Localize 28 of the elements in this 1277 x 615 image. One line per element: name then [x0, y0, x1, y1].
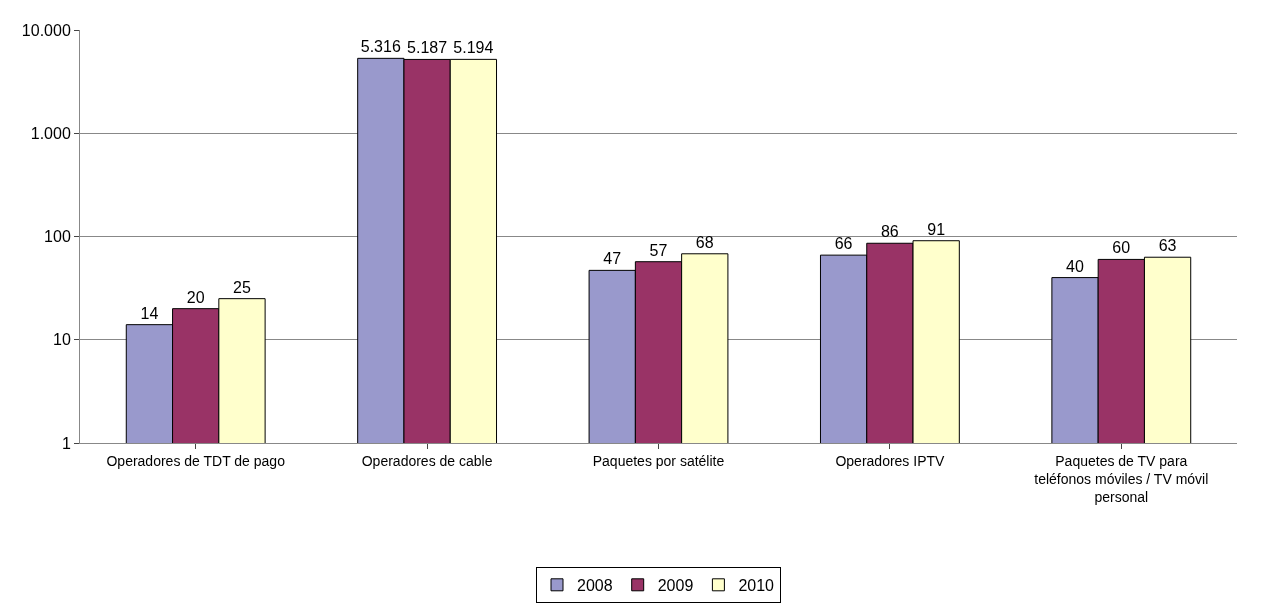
data-label: 5.194	[453, 39, 494, 57]
x-tick-label: Operadores de TDT de pago	[106, 452, 286, 469]
data-label: 63	[1158, 237, 1177, 255]
data-label: 14	[140, 304, 159, 322]
y-tick-label: 1	[61, 434, 71, 452]
data-label: 91	[927, 220, 946, 238]
data-label: 60	[1112, 239, 1131, 257]
legend-label: 2010	[738, 577, 775, 595]
x-tick-label: Operadores de cable	[361, 452, 493, 469]
y-tick-label: 1.000	[30, 124, 71, 142]
data-label: 25	[233, 278, 251, 296]
y-tick-label: 10	[53, 331, 71, 349]
data-label: 66	[834, 235, 853, 253]
data-label: 5.187	[407, 39, 448, 57]
x-tick-label: Paquetes por satélite	[592, 452, 725, 469]
data-label: 40	[1066, 257, 1084, 275]
data-label: 68	[695, 233, 714, 251]
data-label: 5.316	[360, 38, 401, 56]
data-label: 86	[880, 223, 899, 241]
y-tick-label: 100	[44, 228, 71, 246]
y-tick-label: 10.000	[21, 21, 71, 39]
x-tick-label: Paquetes de TV para teléfonos móviles / TV móvil personal	[1034, 452, 1209, 506]
legend-label: 2009	[657, 577, 694, 595]
data-label: 47	[603, 250, 622, 268]
data-label: 57	[649, 241, 668, 259]
x-tick-label: Operadores IPTV	[835, 452, 946, 469]
data-label: 20	[186, 288, 205, 306]
legend-label: 2008	[577, 577, 613, 595]
